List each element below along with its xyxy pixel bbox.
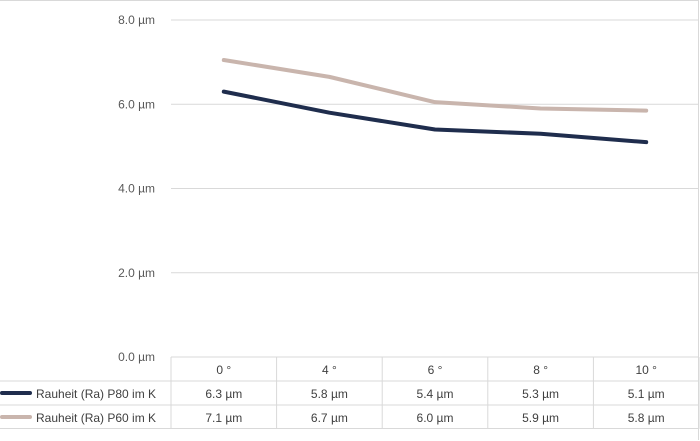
table-value: 6.0 µm — [417, 411, 454, 425]
series-label: Rauheit (Ra) P80 im K — [36, 387, 156, 401]
category-label: 6 ° — [428, 363, 443, 377]
table-value: 5.1 µm — [628, 387, 665, 401]
table-value: 5.8 µm — [311, 387, 348, 401]
series-label: Rauheit (Ra) P60 im K — [36, 411, 156, 425]
table-value: 5.3 µm — [522, 387, 559, 401]
table-value: 5.8 µm — [628, 411, 665, 425]
data-table: 0 ° 4 ° 6 ° 8 ° 10 ° Rauheit (Ra) P80 im K 6.3… — [0, 356, 700, 429]
gridlines — [171, 19, 699, 274]
series-line — [221, 58, 649, 113]
category-label: 10 ° — [635, 363, 657, 377]
series-line — [221, 89, 649, 145]
y-tick-label: 2.0 µm — [118, 266, 155, 280]
category-label: 4 ° — [322, 363, 337, 377]
y-axis-labels: 0.0 µm 2.0 µm 4.0 µm 6.0 µm 8.0 µm — [118, 13, 155, 364]
table-value: 5.9 µm — [522, 411, 559, 425]
table-value: 6.7 µm — [311, 411, 348, 425]
category-label: 8 ° — [533, 363, 548, 377]
y-tick-label: 0.0 µm — [118, 350, 155, 364]
y-tick-label: 6.0 µm — [118, 97, 155, 111]
table-value: 6.3 µm — [205, 387, 242, 401]
series-lines — [221, 58, 649, 145]
y-tick-label: 8.0 µm — [118, 13, 155, 27]
table-value: 7.1 µm — [205, 411, 242, 425]
category-label: 0 ° — [216, 363, 231, 377]
table-value: 5.4 µm — [417, 387, 454, 401]
y-tick-label: 4.0 µm — [118, 182, 155, 196]
